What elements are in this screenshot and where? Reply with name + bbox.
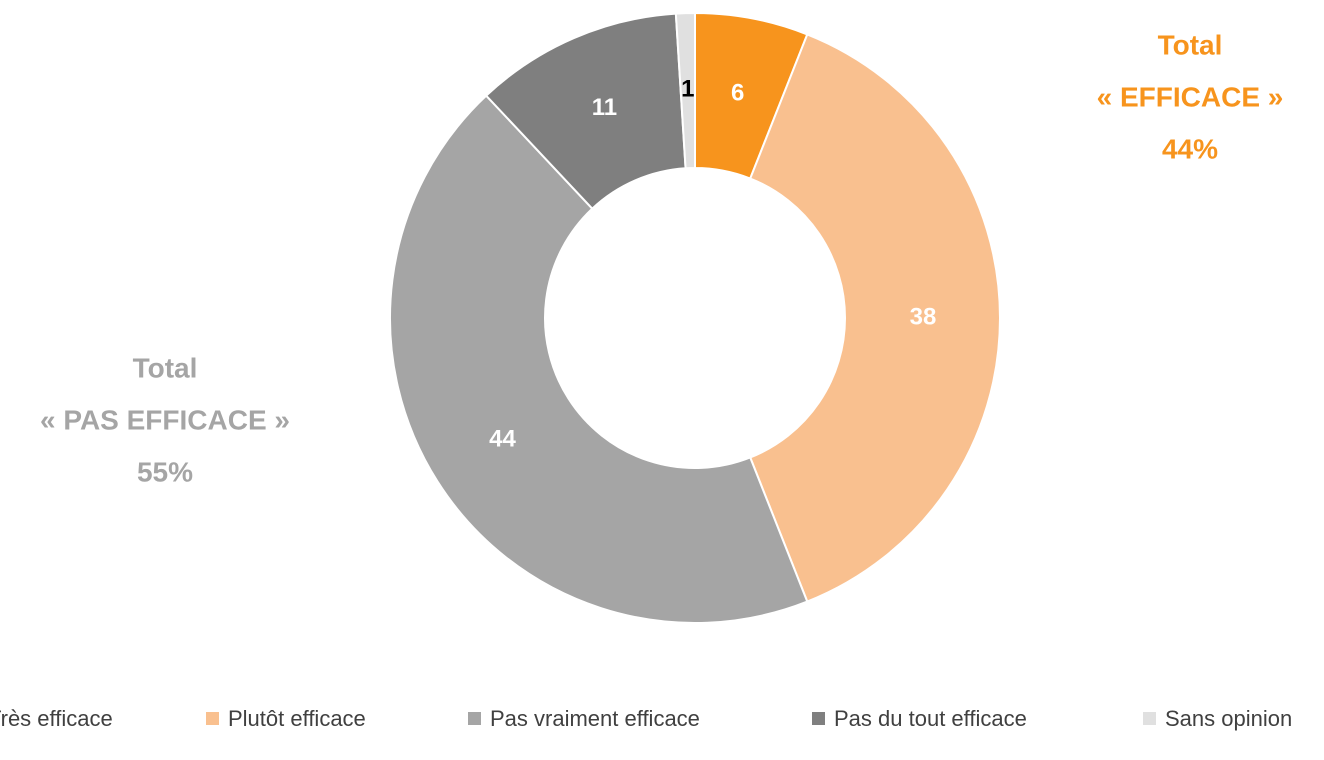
legend-label: Sans opinion bbox=[1165, 706, 1292, 731]
legend-swatch bbox=[1143, 712, 1156, 725]
data-label: 11 bbox=[592, 94, 617, 121]
annotation: « PAS EFFICACE » bbox=[40, 404, 290, 435]
legend-swatch bbox=[468, 712, 481, 725]
legend-swatch bbox=[206, 712, 219, 725]
annotation: « EFFICACE » bbox=[1097, 81, 1284, 112]
legend-label: Pas du tout efficace bbox=[834, 706, 1027, 731]
annotation: 44% bbox=[1162, 133, 1218, 164]
legend-label: Pas vraiment efficace bbox=[490, 706, 700, 731]
data-label: 6 bbox=[731, 79, 744, 106]
annotation: Total bbox=[133, 352, 198, 383]
data-label: 1 bbox=[681, 75, 694, 102]
donut-segment bbox=[674, 11, 696, 170]
legend-swatch bbox=[812, 712, 825, 725]
annotation: Total bbox=[1158, 29, 1223, 60]
data-label: 38 bbox=[910, 303, 937, 330]
donut-segment bbox=[748, 33, 1001, 603]
legend-label: Plutôt efficace bbox=[228, 706, 366, 731]
data-label: 44 bbox=[489, 426, 516, 453]
donut-segment bbox=[389, 94, 809, 624]
annotation: 55% bbox=[137, 456, 193, 487]
legend-label: Très efficace bbox=[0, 706, 113, 731]
